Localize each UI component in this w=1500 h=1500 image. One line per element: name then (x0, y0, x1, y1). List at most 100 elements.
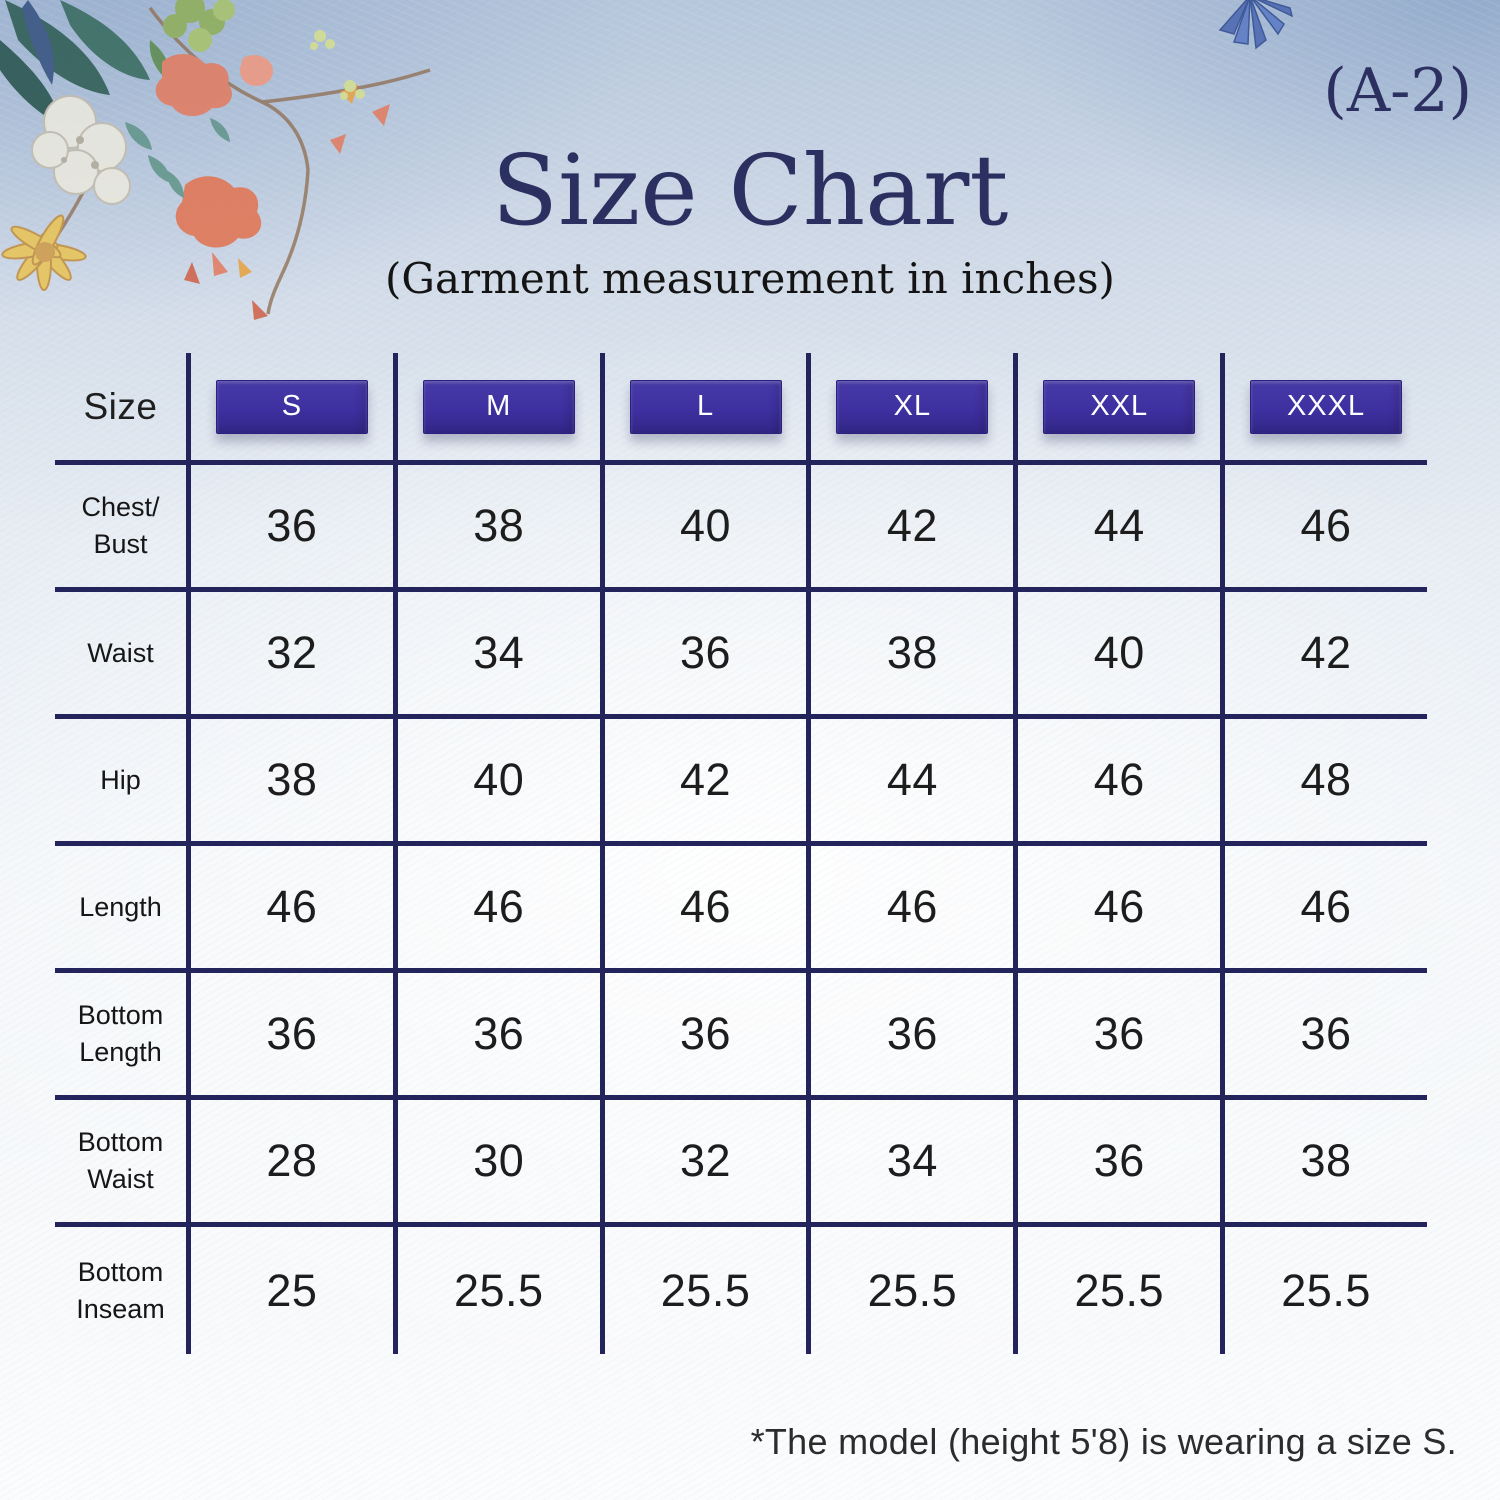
measurement-value: 25.5 (1074, 1264, 1165, 1316)
size-table: Size S M L XL XXL XXXL Chest/Bust 36 38 40 42 44 46 W… (55, 353, 1427, 1354)
measurement-value: 30 (473, 1135, 525, 1186)
measurement-value: 40 (1093, 627, 1145, 678)
value-cell: 44 (1013, 465, 1221, 592)
value-cell: 25.5 (599, 1227, 807, 1354)
value-cell: 38 (392, 465, 600, 592)
value-cell: 42 (1220, 592, 1427, 719)
row-label-cell: Hip (55, 719, 186, 846)
row-label-line: Chest/ (81, 492, 160, 522)
measurement-value: 36 (473, 1008, 525, 1059)
size-badge-xl: XL (836, 379, 989, 434)
size-column-header: XXXL (1220, 353, 1427, 465)
value-cell: 46 (806, 846, 1014, 973)
size-badge-xxl: XXL (1043, 379, 1196, 434)
measurement-value: 36 (266, 1008, 318, 1059)
measurement-value: 48 (1300, 754, 1352, 805)
value-cell: 25 (186, 1227, 393, 1354)
measurement-value: 46 (266, 881, 318, 932)
size-badge-label: S (281, 390, 303, 422)
measurement-value: 25.5 (453, 1264, 544, 1316)
measurement-value: 25 (266, 1264, 318, 1316)
measurement-value: 25.5 (660, 1264, 751, 1316)
measurement-value: 42 (680, 754, 732, 805)
row-label-cell: Bottom Inseam (55, 1227, 186, 1354)
measurement-value: 46 (1093, 881, 1145, 932)
size-badge-l: L (629, 379, 782, 434)
row-label-line: Bust (93, 529, 148, 559)
value-cell: 42 (806, 465, 1014, 592)
value-cell: 46 (599, 846, 807, 973)
size-badge-label: XXXL (1286, 390, 1366, 422)
measurement-value: 25.5 (867, 1264, 958, 1316)
value-cell: 36 (392, 973, 600, 1100)
size-column-header: M (392, 353, 600, 465)
value-cell: 38 (1220, 1100, 1427, 1227)
value-cell: 25.5 (392, 1227, 600, 1354)
value-cell: 36 (186, 973, 393, 1100)
value-cell: 36 (599, 592, 807, 719)
size-badge-label: XXL (1090, 390, 1149, 422)
size-column-header: XXL (1013, 353, 1221, 465)
row-label-line: Bottom (77, 1256, 164, 1287)
measurement-value: 46 (1300, 500, 1352, 551)
size-column-header: L (599, 353, 807, 465)
value-cell: 48 (1220, 719, 1427, 846)
measurement-value: 34 (473, 627, 525, 678)
measurement-value: 34 (886, 1135, 938, 1186)
measurement-value: 46 (473, 881, 525, 932)
value-cell: 32 (599, 1100, 807, 1227)
measurement-value: 40 (680, 500, 732, 551)
value-cell: 46 (186, 846, 393, 973)
size-badge-xxxl: XXXL (1250, 379, 1403, 434)
row-label-line: Bottom (77, 1000, 164, 1030)
measurement-value: 42 (1300, 627, 1352, 678)
row-label-cell: Waist (55, 592, 186, 719)
measurement-value: 42 (886, 500, 938, 551)
value-cell: 36 (806, 973, 1014, 1100)
value-cell: 36 (186, 465, 393, 592)
value-cell: 40 (1013, 592, 1221, 719)
value-cell: 46 (392, 846, 600, 973)
value-cell: 40 (392, 719, 600, 846)
value-cell: 40 (599, 465, 807, 592)
value-cell: 44 (806, 719, 1014, 846)
value-cell: 34 (806, 1100, 1014, 1227)
measurement-value: 40 (473, 754, 525, 805)
row-label-cell: Bottom Length (55, 973, 186, 1100)
measurement-value: 32 (680, 1135, 732, 1186)
measurement-value: 25.5 (1281, 1264, 1371, 1316)
size-column-header: S (186, 353, 393, 465)
measurement-value: 36 (886, 1008, 938, 1059)
row-label-cell: Chest/Bust (55, 465, 186, 592)
page-title: Size Chart (491, 134, 1009, 247)
measurement-value: 46 (1300, 881, 1352, 932)
cornflower-icon (1218, 0, 1294, 50)
row-label-line: Length (79, 1037, 162, 1067)
size-badge-label: M (486, 390, 512, 422)
row-label-line: Inseam (76, 1293, 165, 1324)
value-cell: 36 (1220, 973, 1427, 1100)
measurement-value: 46 (680, 881, 732, 932)
measurement-value: 46 (1093, 754, 1145, 805)
measurement-value: 38 (266, 754, 318, 805)
value-cell: 32 (186, 592, 393, 719)
measurement-value: 28 (266, 1135, 318, 1186)
measurement-value: 36 (1300, 1008, 1352, 1059)
row-label-cell: Bottom Waist (55, 1100, 186, 1227)
measurement-value: 36 (266, 500, 318, 551)
value-cell: 28 (186, 1100, 393, 1227)
size-badge-label: XL (893, 390, 932, 422)
measurement-value: 36 (1093, 1135, 1145, 1186)
row-label-cell: Length (55, 846, 186, 973)
size-corner-label: Size (83, 385, 158, 427)
row-label-line: Waist (87, 637, 154, 668)
size-badge-m: M (422, 379, 575, 434)
measurement-value: 44 (1093, 500, 1145, 551)
sheet-code-label: (A-2) (1323, 56, 1472, 126)
value-cell: 25.5 (1220, 1227, 1427, 1354)
value-cell: 34 (392, 592, 600, 719)
row-label-line: Hip (100, 764, 141, 795)
value-cell: 36 (1013, 973, 1221, 1100)
size-badge-label: L (696, 390, 715, 422)
page-subtitle: (Garment measurement in inches) (385, 254, 1115, 303)
